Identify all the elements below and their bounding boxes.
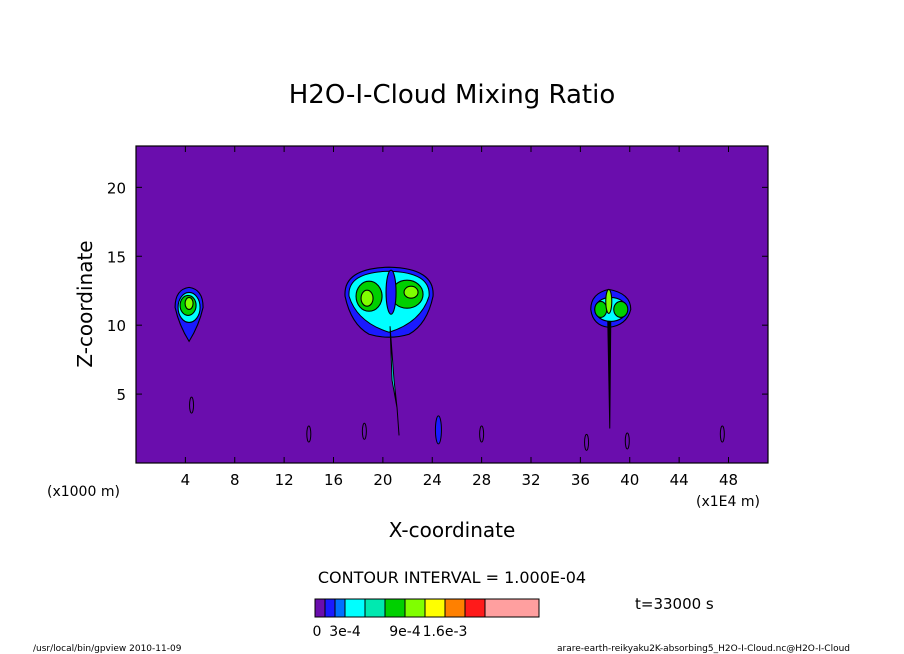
footer-right: arare-earth-reikyaku2K-absorbing5_H2O-I-… xyxy=(557,644,850,654)
center-cloud-column-core xyxy=(385,269,397,315)
right-cloud-mid-right xyxy=(613,300,629,318)
colorbar-label: 0 xyxy=(313,624,322,640)
x-tick-label: 4 xyxy=(181,471,191,489)
colorbar-cell xyxy=(384,598,406,618)
left-cloud-core xyxy=(184,296,194,310)
small-contour xyxy=(361,422,367,440)
center-cloud-core-left xyxy=(360,289,374,307)
colorbar-cell xyxy=(324,598,336,618)
plot-background xyxy=(136,146,768,463)
y-tick-label: 5 xyxy=(116,386,126,404)
x-tick-label: 8 xyxy=(230,471,240,489)
cloud-contours xyxy=(174,266,725,451)
x-unit-note: (x1E4 m) xyxy=(696,494,760,510)
colorbar-cell xyxy=(334,598,346,618)
x-axis-label: X-coordinate xyxy=(389,518,516,542)
small-contour xyxy=(719,425,725,443)
colorbar-label: 3e-4 xyxy=(329,624,361,640)
y-tick-label: 10 xyxy=(107,317,126,335)
x-tick-label: 24 xyxy=(423,471,442,489)
x-tick-label: 40 xyxy=(620,471,639,489)
small-contour-blue xyxy=(434,415,442,445)
x-tick-label: 20 xyxy=(373,471,392,489)
colorbar-cell xyxy=(464,598,486,618)
x-tick-label: 44 xyxy=(670,471,689,489)
colorbar-cell xyxy=(364,598,386,618)
small-contour xyxy=(306,425,312,443)
colorbar-cell xyxy=(444,598,466,618)
footer-left: /usr/local/bin/gpview 2010-11-09 xyxy=(33,644,182,654)
colorbar-cell xyxy=(344,598,366,618)
right-cloud-mid-left xyxy=(594,300,608,318)
chart-title: H2O-I-Cloud Mixing Ratio xyxy=(289,80,616,110)
x-tick-label: 48 xyxy=(719,471,738,489)
colorbar-label: 9e-4 xyxy=(389,624,421,640)
plot-frame xyxy=(135,145,769,464)
colorbar-cell xyxy=(314,598,326,618)
x-tick-label: 32 xyxy=(521,471,540,489)
y-unit-note: (x1000 m) xyxy=(47,484,120,500)
colorbar-labels: 0 3e-4 9e-4 1.6e-3 xyxy=(313,624,468,640)
colorbar-label: 1.6e-3 xyxy=(423,624,468,640)
x-tick-label: 12 xyxy=(275,471,294,489)
x-tick-label: 16 xyxy=(324,471,343,489)
right-cloud-stalk xyxy=(607,320,612,429)
center-cloud-core-right xyxy=(403,285,419,299)
colorbar-cell xyxy=(404,598,426,618)
colorbar xyxy=(314,598,540,618)
small-contour xyxy=(624,432,630,450)
x-tick-label: 28 xyxy=(472,471,491,489)
y-tick-label: 15 xyxy=(107,248,126,266)
small-contour xyxy=(584,433,590,451)
small-contour xyxy=(479,425,485,443)
y-axis-label: Z-coordinate xyxy=(73,240,97,367)
time-text: t=33000 s xyxy=(635,595,714,613)
colorbar-cell xyxy=(424,598,446,618)
small-contour xyxy=(189,396,195,414)
right-cloud-core xyxy=(605,288,613,314)
x-tick-label: 36 xyxy=(571,471,590,489)
contour-interval-text: CONTOUR INTERVAL = 1.000E-04 xyxy=(318,568,586,587)
colorbar-cell xyxy=(484,598,540,618)
y-tick-label: 20 xyxy=(107,179,126,197)
